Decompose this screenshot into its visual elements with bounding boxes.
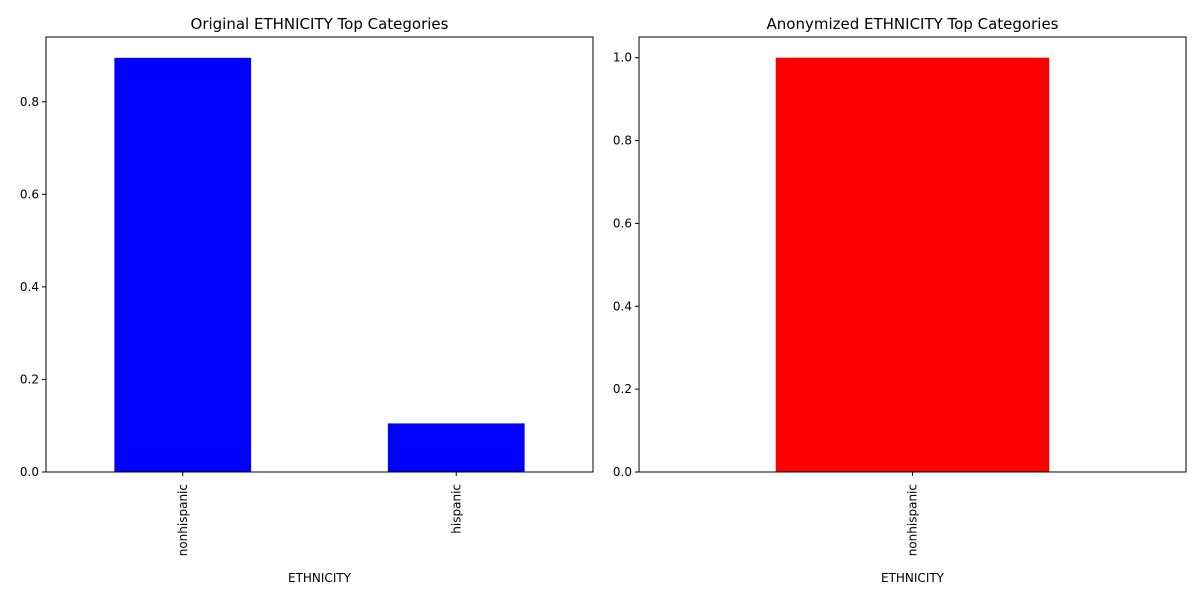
y-tick-label: 0.0 bbox=[20, 465, 39, 479]
y-tick-label: 1.0 bbox=[613, 51, 632, 65]
plot-frame bbox=[638, 36, 1187, 473]
y-tick-label: 0.4 bbox=[20, 280, 39, 294]
x-tick-label: hispanic bbox=[449, 484, 463, 534]
plot-frame bbox=[45, 36, 594, 473]
y-tick-label: 0.2 bbox=[613, 382, 632, 396]
bar-nonhispanic bbox=[775, 57, 1050, 472]
y-tick-label: 0.8 bbox=[20, 95, 39, 109]
y-tick-label: 0.6 bbox=[20, 187, 39, 201]
chart-anonymized-ethnicity: Anonymized ETHNICITY Top Categories nonhi… bbox=[613, 15, 1187, 585]
chart-title: Anonymized ETHNICITY Top Categories bbox=[767, 15, 1059, 33]
y-tick-label: 0.2 bbox=[20, 372, 39, 386]
y-tick-label: 0.4 bbox=[613, 299, 632, 313]
chart-original-ethnicity: Original ETHNICITY Top Categories nonhisp… bbox=[20, 15, 594, 585]
y-tick-label: 0.8 bbox=[613, 134, 632, 148]
y-tick-label: 0.0 bbox=[613, 465, 632, 479]
y-tick-label: 0.6 bbox=[613, 216, 632, 230]
bar-hispanic bbox=[387, 423, 525, 472]
x-tick-label: nonhispanic bbox=[176, 484, 190, 556]
x-tick-label: nonhispanic bbox=[906, 484, 920, 556]
x-axis-label: ETHNICITY bbox=[881, 571, 945, 585]
chart-title: Original ETHNICITY Top Categories bbox=[191, 15, 449, 33]
x-axis-label: ETHNICITY bbox=[288, 571, 352, 585]
bar-nonhispanic bbox=[114, 57, 252, 473]
